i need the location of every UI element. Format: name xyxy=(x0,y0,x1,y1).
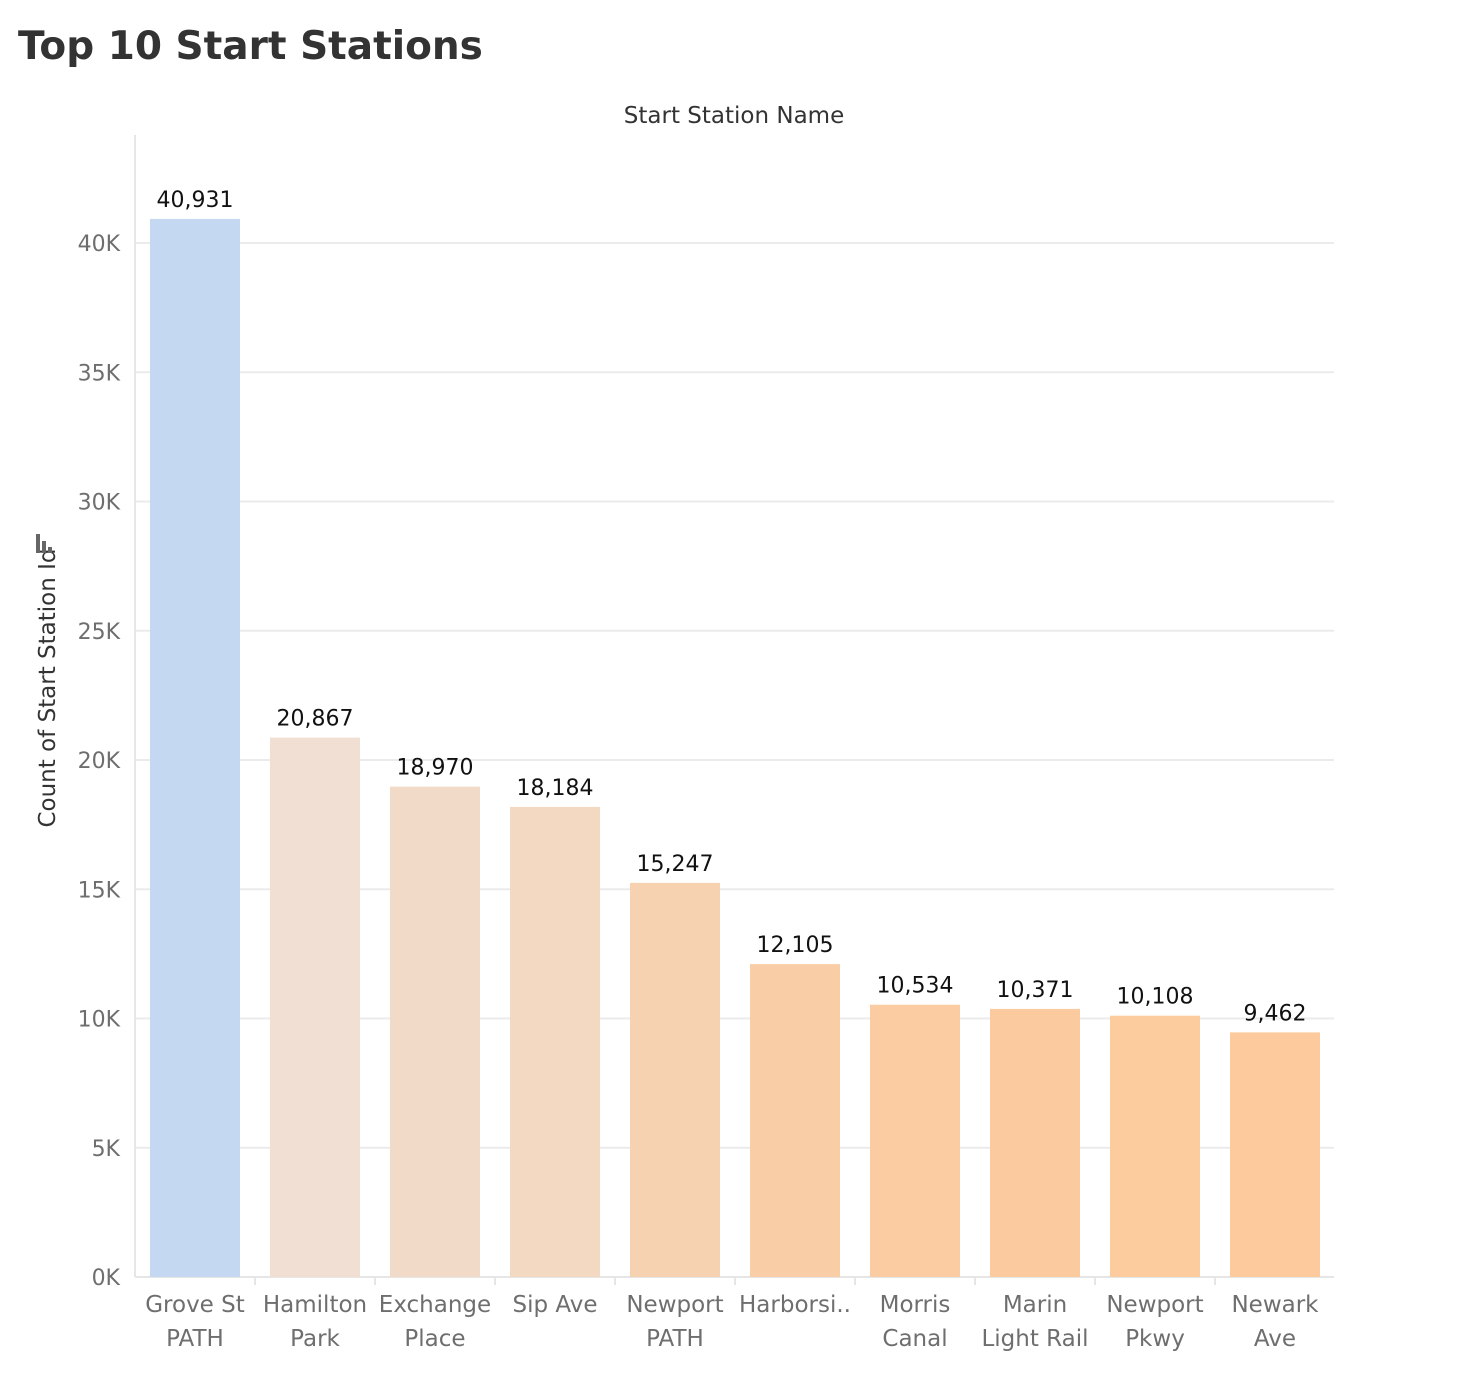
bar[interactable] xyxy=(510,806,600,1277)
y-tick-label: 40K xyxy=(78,232,121,257)
y-tick-label: 20K xyxy=(78,749,121,774)
bar[interactable] xyxy=(630,882,720,1277)
bars xyxy=(150,218,1320,1278)
category-label: Hamilton xyxy=(263,1292,367,1318)
y-tick-label: 10K xyxy=(78,1008,121,1033)
bar[interactable] xyxy=(150,218,240,1278)
data-label: 10,108 xyxy=(1117,985,1194,1010)
y-axis-title: Count of Start Station Id xyxy=(35,548,61,827)
y-tick-label: 25K xyxy=(78,620,121,645)
data-label: 20,867 xyxy=(277,707,354,732)
category-label: PATH xyxy=(646,1326,704,1352)
data-labels: 40,931 20,867 18,970 18,184 15,247 12,105 10,5… xyxy=(157,188,1307,1026)
data-label: 15,247 xyxy=(637,852,714,877)
category-label: Pkwy xyxy=(1125,1326,1185,1352)
y-tick-label: 5K xyxy=(92,1137,121,1162)
category-label: Morris xyxy=(880,1292,951,1318)
y-tick-label: 0K xyxy=(92,1266,121,1291)
category-label: Exchange xyxy=(379,1292,491,1318)
data-label: 18,970 xyxy=(397,756,474,781)
bar[interactable] xyxy=(990,1008,1080,1277)
bar[interactable] xyxy=(870,1004,960,1277)
data-label: 10,371 xyxy=(997,978,1074,1003)
category-label: Ave xyxy=(1254,1326,1296,1352)
bar[interactable] xyxy=(390,786,480,1277)
data-label: 10,534 xyxy=(877,974,954,999)
category-label: Newport xyxy=(1106,1292,1203,1318)
category-label: Newport xyxy=(626,1292,723,1318)
y-tick-labels: 0K 5K 10K 15K 20K 25K 30K 35K 40K xyxy=(78,232,121,1291)
y-tick-label: 35K xyxy=(78,361,121,386)
x-category-labels: Grove St PATH Hamilton Park Exchange Place Sip… xyxy=(145,1292,1319,1352)
category-label: Place xyxy=(404,1326,465,1352)
x-axis-title: Start Station Name xyxy=(624,103,844,129)
bar[interactable] xyxy=(750,964,840,1277)
category-label: Marin xyxy=(1003,1292,1067,1318)
category-label: Sip Ave xyxy=(512,1292,597,1318)
y-axis-title-group: Count of Start Station Id xyxy=(35,534,61,828)
sort-descending-icon[interactable] xyxy=(36,534,52,553)
category-label: Newark xyxy=(1231,1292,1319,1318)
data-label: 9,462 xyxy=(1244,1001,1307,1026)
bar[interactable] xyxy=(1110,1015,1200,1277)
bar[interactable] xyxy=(1230,1032,1320,1277)
data-label: 18,184 xyxy=(517,776,594,801)
data-label: 12,105 xyxy=(757,933,834,958)
bar[interactable] xyxy=(270,737,360,1277)
y-tick-label: 30K xyxy=(78,491,121,516)
y-tick-label: 15K xyxy=(78,878,121,903)
category-label: Harborsi.. xyxy=(739,1292,851,1318)
category-label: Grove St xyxy=(145,1292,245,1318)
category-label: PATH xyxy=(166,1326,224,1352)
page-title: Top 10 Start Stations xyxy=(18,24,483,69)
category-label: Light Rail xyxy=(981,1326,1088,1352)
category-label: Canal xyxy=(882,1326,947,1352)
data-label: 40,931 xyxy=(157,188,234,213)
category-label: Park xyxy=(290,1326,340,1352)
